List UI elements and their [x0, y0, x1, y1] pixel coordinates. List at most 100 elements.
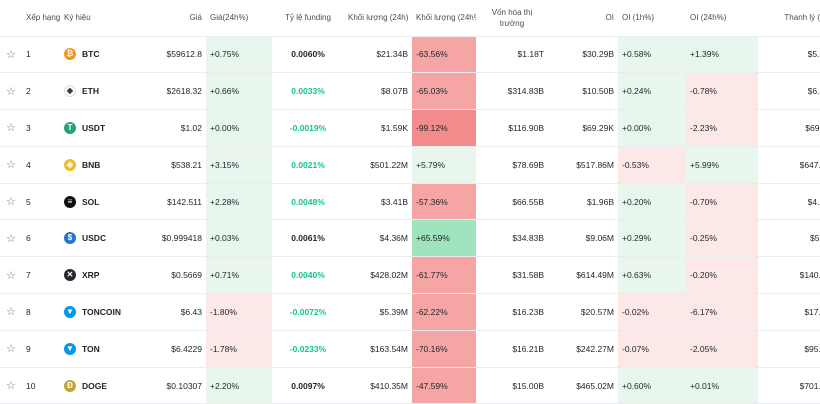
symbol-label: BTC [82, 49, 100, 60]
volume-change-cell: -99.12% [412, 109, 476, 147]
market-cap-cell: $31.58B [476, 256, 548, 295]
symbol-cell[interactable]: ▼ TON [60, 330, 140, 368]
header-price[interactable]: Giá [140, 0, 206, 37]
symbol-cell[interactable]: $ USDC [60, 219, 140, 258]
price-cell: $6.4229 [140, 330, 206, 368]
toncoin-icon: ▼ [64, 305, 76, 318]
volume-cell: $21.34B [344, 36, 412, 74]
table-row[interactable]: ☆ 10 Ð DOGE $0.10307 +2.20% 0.0097% $410… [0, 367, 820, 404]
header-rank[interactable]: Xếp hạng [22, 0, 60, 37]
header-oi-1h[interactable]: OI (1h%) [618, 0, 686, 37]
table-row[interactable]: ☆ 6 $ USDC $0.999418 +0.03% 0.0061% $4.3… [0, 219, 820, 258]
symbol-cell[interactable]: ▼ TONCOIN [60, 293, 140, 331]
rank-cell: 5 [22, 183, 60, 221]
header-funding[interactable]: Tỷ lệ funding [272, 0, 344, 37]
header-market-cap-line1: Vốn hóa thị [491, 7, 533, 17]
market-cap-cell: $116.90B [476, 109, 548, 147]
oi-1h-cell: +0.00% [618, 109, 686, 147]
header-market-cap[interactable]: Vốn hóa thị trường [476, 0, 548, 37]
star-icon[interactable]: ☆ [0, 293, 22, 331]
header-oi[interactable]: OI [548, 0, 618, 37]
star-icon[interactable]: ☆ [0, 367, 22, 404]
table-row[interactable]: ☆ 7 ✕ XRP $0.5669 +0.71% 0.0040% $428.02… [0, 256, 820, 295]
table-row[interactable]: ☆ 4 ◈ BNB $538.21 +3.15% 0.0021% $501.22… [0, 146, 820, 184]
header-liquidation[interactable]: Thanh lý (24h) [758, 0, 820, 37]
liquidation-cell: $701.06K [758, 367, 820, 404]
price-cell: $2618.32 [140, 72, 206, 111]
volume-cell: $3.41B [344, 183, 412, 221]
star-icon[interactable]: ☆ [0, 109, 22, 147]
rank-cell: 4 [22, 146, 60, 184]
header-favorite [0, 0, 22, 37]
rank-cell: 2 [22, 72, 60, 111]
header-price-change[interactable]: Giá(24h%) [206, 0, 272, 37]
rank-cell: 10 [22, 367, 60, 404]
symbol-label: DOGE [82, 380, 108, 391]
oi-1h-cell: +0.60% [618, 367, 686, 404]
table-row[interactable]: ☆ 9 ▼ TON $6.4229 -1.78% -0.0233% $163.5… [0, 330, 820, 368]
volume-cell: $501.22M [344, 146, 412, 184]
star-icon[interactable]: ☆ [0, 219, 22, 258]
eth-icon: ◆ [64, 85, 76, 98]
header-volume-change[interactable]: Khối lượng (24h%) [412, 0, 476, 37]
volume-change-cell: -57.36% [412, 183, 476, 221]
market-cap-cell: $34.83B [476, 219, 548, 258]
rank-cell: 8 [22, 293, 60, 331]
market-cap-cell: $1.18T [476, 36, 548, 74]
liquidation-cell: $690.55 [758, 109, 820, 147]
price-change-cell: -1.80% [206, 293, 272, 331]
funding-cell: 0.0021% [272, 146, 344, 184]
oi-1h-cell: -0.02% [618, 293, 686, 331]
star-icon[interactable]: ☆ [0, 330, 22, 368]
market-cap-cell: $16.23B [476, 293, 548, 331]
star-icon[interactable]: ☆ [0, 72, 22, 111]
price-cell: $6.43 [140, 293, 206, 331]
liquidation-cell: $647.84K [758, 146, 820, 184]
table-row[interactable]: ☆ 5 ≡ SOL $142.511 +2.28% 0.0048% $3.41B… [0, 183, 820, 221]
oi-cell: $517.86M [548, 146, 618, 184]
symbol-cell[interactable]: Ð DOGE [60, 367, 140, 404]
table-row[interactable]: ☆ 1 ₿ BTC $59612.8 +0.75% 0.0060% $21.34… [0, 36, 820, 74]
oi-24h-cell: -0.78% [686, 72, 758, 111]
funding-cell: -0.0233% [272, 330, 344, 368]
table-row[interactable]: ☆ 8 ▼ TONCOIN $6.43 -1.80% -0.0072% $5.3… [0, 293, 820, 331]
header-symbol[interactable]: Ký hiệu [60, 0, 140, 37]
price-cell: $0.999418 [140, 219, 206, 258]
star-icon[interactable]: ☆ [0, 256, 22, 295]
price-change-cell: +0.75% [206, 36, 272, 74]
symbol-cell[interactable]: ₿ BTC [60, 36, 140, 74]
symbol-cell[interactable]: T USDT [60, 109, 140, 147]
symbol-cell[interactable]: ≡ SOL [60, 183, 140, 221]
symbol-cell[interactable]: ◆ ETH [60, 72, 140, 111]
oi-24h-cell: +5.99% [686, 146, 758, 184]
header-oi-24h[interactable]: OI (24h%) [686, 0, 758, 37]
oi-cell: $9.06M [548, 219, 618, 258]
symbol-cell[interactable]: ◈ BNB [60, 146, 140, 184]
btc-icon: ₿ [64, 48, 76, 61]
symbol-cell[interactable]: ✕ XRP [60, 256, 140, 295]
oi-24h-cell: -2.05% [686, 330, 758, 368]
oi-cell: $465.02M [548, 367, 618, 404]
table-row[interactable]: ☆ 2 ◆ ETH $2618.32 +0.66% 0.0033% $8.07B… [0, 72, 820, 111]
bnb-icon: ◈ [64, 158, 76, 171]
rank-cell: 3 [22, 109, 60, 147]
usdt-icon: T [64, 121, 76, 134]
funding-cell: 0.0060% [272, 36, 344, 74]
star-icon[interactable]: ☆ [0, 36, 22, 74]
header-volume[interactable]: Khối lượng (24h) [344, 0, 412, 37]
oi-cell: $20.57M [548, 293, 618, 331]
liquidation-cell: $4.22M [758, 183, 820, 221]
table-row[interactable]: ☆ 3 T USDT $1.02 +0.00% -0.0019% $1.59K … [0, 109, 820, 147]
volume-change-cell: -47.59% [412, 367, 476, 404]
funding-cell: 0.0040% [272, 256, 344, 295]
price-change-cell: +2.28% [206, 183, 272, 221]
volume-cell: $4.36M [344, 219, 412, 258]
star-icon[interactable]: ☆ [0, 146, 22, 184]
volume-cell: $163.54M [344, 330, 412, 368]
liquidation-cell: $17.79K [758, 293, 820, 331]
price-change-cell: -1.78% [206, 330, 272, 368]
volume-change-cell: +5.79% [412, 146, 476, 184]
star-icon[interactable]: ☆ [0, 183, 22, 221]
volume-change-cell: -65.03% [412, 72, 476, 111]
funding-cell: -0.0019% [272, 109, 344, 147]
